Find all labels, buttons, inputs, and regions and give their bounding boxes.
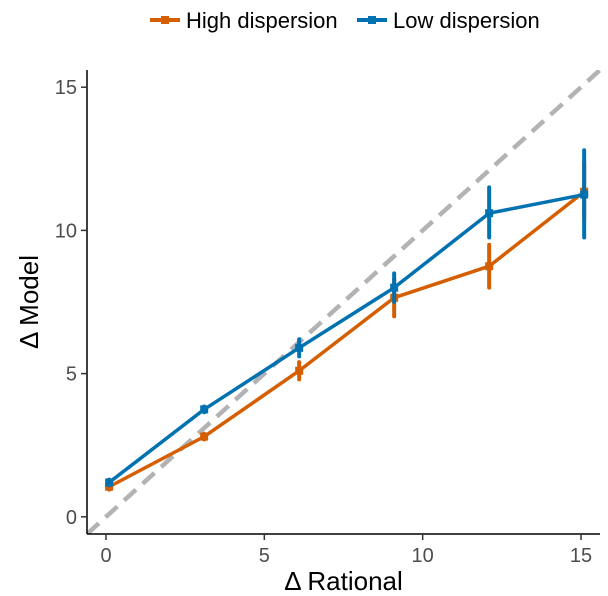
y-tick-label: 10 bbox=[55, 220, 77, 242]
y-tick-label: 15 bbox=[55, 77, 77, 99]
legend: High dispersion Low dispersion bbox=[150, 8, 540, 33]
x-tick-label: 15 bbox=[570, 545, 592, 567]
data-point bbox=[485, 262, 494, 271]
legend-label: Low dispersion bbox=[393, 8, 540, 33]
axes: 0 5 10 15 0 5 10 15 bbox=[55, 70, 600, 567]
series-2 bbox=[105, 148, 589, 488]
series-line bbox=[108, 190, 586, 489]
y-tick-label: 0 bbox=[66, 507, 77, 529]
series-1 bbox=[105, 161, 589, 492]
x-axis-title: Δ Rational bbox=[284, 566, 403, 596]
data-point bbox=[200, 432, 209, 441]
data-point bbox=[200, 405, 209, 414]
data-point bbox=[580, 190, 589, 199]
data-point bbox=[105, 478, 114, 487]
x-tick-label: 5 bbox=[259, 545, 270, 567]
reference-line bbox=[87, 70, 602, 534]
y-axis-title: Δ Model bbox=[14, 255, 44, 349]
x-tick-label: 0 bbox=[100, 545, 111, 567]
reference-line-layer bbox=[87, 70, 602, 534]
x-tick-label: 10 bbox=[412, 545, 434, 567]
data-point bbox=[390, 283, 399, 292]
series-layer bbox=[105, 148, 589, 492]
legend-label: High dispersion bbox=[186, 8, 338, 33]
series-line bbox=[108, 192, 585, 484]
legend-swatch-marker bbox=[161, 16, 169, 24]
data-point bbox=[485, 209, 494, 218]
data-point bbox=[295, 366, 304, 375]
legend-swatch-marker bbox=[368, 16, 376, 24]
legend-item-2: Low dispersion bbox=[357, 8, 540, 33]
legend-item-1: High dispersion bbox=[150, 8, 338, 33]
y-tick-label: 5 bbox=[66, 364, 77, 386]
data-point bbox=[295, 343, 304, 352]
